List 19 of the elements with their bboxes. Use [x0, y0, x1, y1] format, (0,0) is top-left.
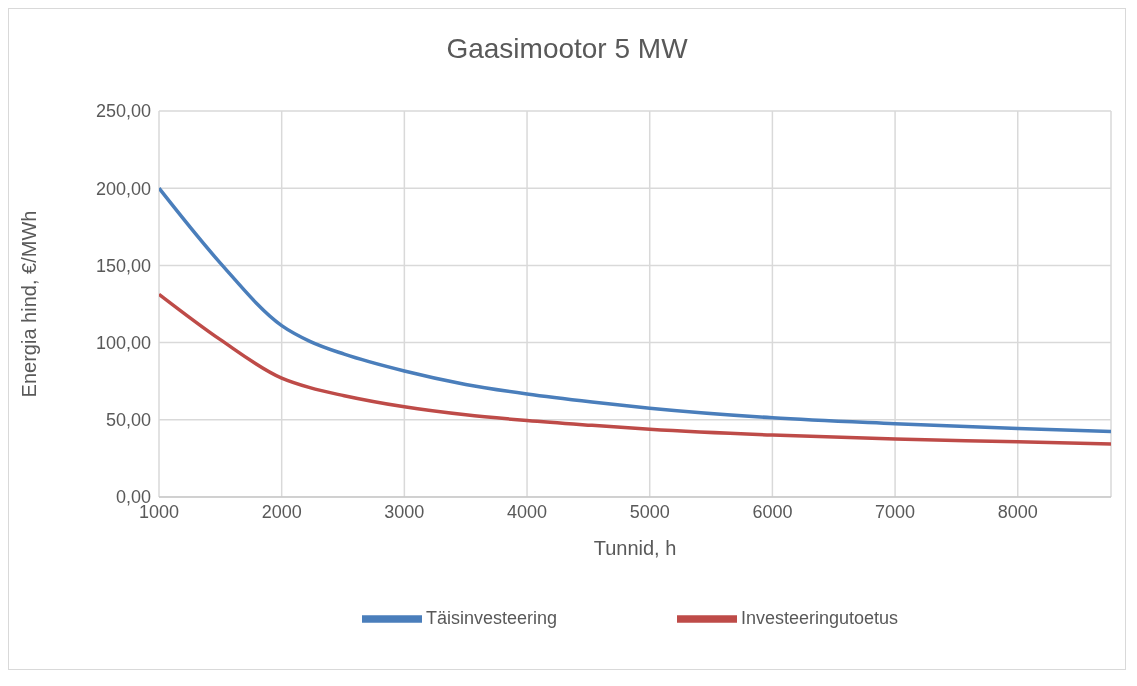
x-tick-label: 4000 [507, 501, 548, 522]
y-tick-label: 200,00 [95, 178, 151, 199]
x-tick-label: 6000 [752, 501, 793, 522]
y-tick-label: 150,00 [95, 255, 151, 276]
x-axis-title: Tunnid, h [593, 537, 677, 559]
legend-label: Investeeringutoetus [740, 607, 899, 628]
x-tick-label: 5000 [629, 501, 670, 522]
y-tick-label: 250,00 [95, 101, 151, 122]
x-tick-label: 7000 [875, 501, 916, 522]
line-series [159, 186, 1111, 434]
legend-label: Täisinvesteering [425, 607, 557, 628]
x-tick-label: 3000 [384, 501, 425, 522]
chart-title: Gaasimootor 5 MW [445, 33, 689, 65]
y-tick-label: 100,00 [95, 332, 151, 353]
y-axis-title: Energia hind, €/MWh [18, 210, 41, 398]
line-series [159, 292, 1111, 446]
x-tick-label: 2000 [261, 501, 302, 522]
y-tick-label: 50,00 [105, 410, 151, 431]
x-tick-label: 8000 [997, 501, 1038, 522]
